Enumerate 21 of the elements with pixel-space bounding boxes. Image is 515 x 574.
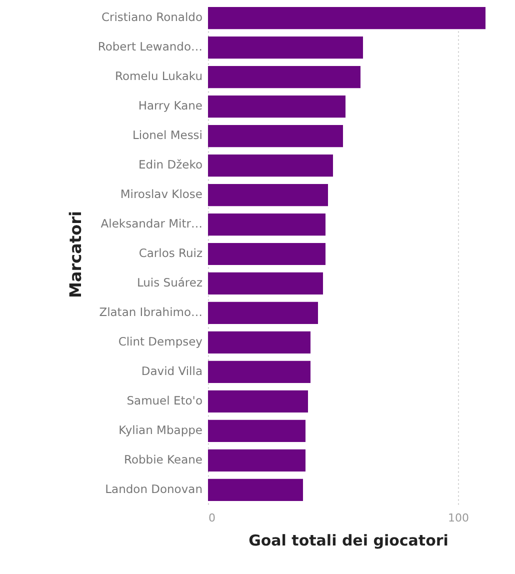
y-tick-label: Robert Lewando… xyxy=(98,40,202,54)
y-tick-label: Cristiano Ronaldo xyxy=(101,10,202,24)
y-tick-label: Lionel Messi xyxy=(132,128,202,142)
y-tick-label: Zlatan Ibrahimo… xyxy=(99,304,202,319)
y-tick-label: Landon Donovan xyxy=(105,482,202,496)
x-tick-label: 100 xyxy=(448,512,469,524)
y-tick-label: Romelu Lukaku xyxy=(114,69,202,84)
y-tick-label: Miroslav Klose xyxy=(120,187,202,202)
y-tick-label: Aleksandar Mitr… xyxy=(100,216,202,230)
y-axis-title: Marcatori xyxy=(66,211,85,298)
y-tick-label: Samuel Eto'o xyxy=(126,393,202,408)
y-tick-label: Robbie Keane xyxy=(124,452,202,466)
y-tick-label: Kylian Mbappe xyxy=(118,422,202,437)
x-axis-title: Goal totali dei giocatori xyxy=(248,532,448,550)
y-tick-label: Harry Kane xyxy=(138,98,202,113)
x-tick-label: 0 xyxy=(208,512,216,524)
y-tick-label: David Villa xyxy=(141,364,202,378)
y-tick-label: Luis Suárez xyxy=(136,276,202,290)
y-tick-label: Clint Dempsey xyxy=(118,334,203,348)
y-tick-label: Carlos Ruiz xyxy=(138,246,202,260)
y-tick-label: Edin Džeko xyxy=(138,158,202,172)
